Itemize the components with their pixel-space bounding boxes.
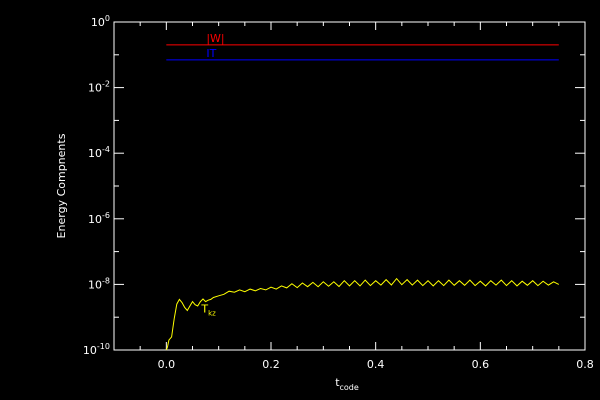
series-line-2 (165, 277, 560, 351)
y-tick-label: 10-6 (88, 211, 110, 226)
series-label-2: Tkz (200, 303, 216, 318)
x-tick-label: 0.8 (576, 358, 594, 371)
x-axis-label: tcode (335, 376, 359, 392)
y-tick-label: 10-2 (88, 80, 110, 95)
series-label-1: IT (206, 47, 216, 60)
y-tick-label: 100 (91, 14, 110, 29)
x-axis-label-sub: code (340, 383, 359, 392)
y-axis-label: Energy Compnents (55, 133, 68, 238)
x-axis-label-main: t (335, 376, 340, 389)
y-tick-label: 10-4 (88, 145, 110, 160)
x-tick-label: 0.0 (158, 358, 176, 371)
series-layer (165, 44, 560, 351)
axis-ticks: 0.0 0.2 0.4 0.6 0.8 10-10 10-8 10-6 10-4 10-2 100 (83, 14, 594, 371)
x-tick-label: 0.6 (472, 358, 490, 371)
y-tick-label: 10-10 (83, 342, 110, 357)
x-tick-label: 0.2 (262, 358, 280, 371)
x-tick-label: 0.4 (367, 358, 385, 371)
series-labels: |W| IT Tkz (200, 32, 224, 318)
y-tick-label: 10-8 (88, 276, 110, 291)
series-label-0: |W| (206, 32, 224, 45)
